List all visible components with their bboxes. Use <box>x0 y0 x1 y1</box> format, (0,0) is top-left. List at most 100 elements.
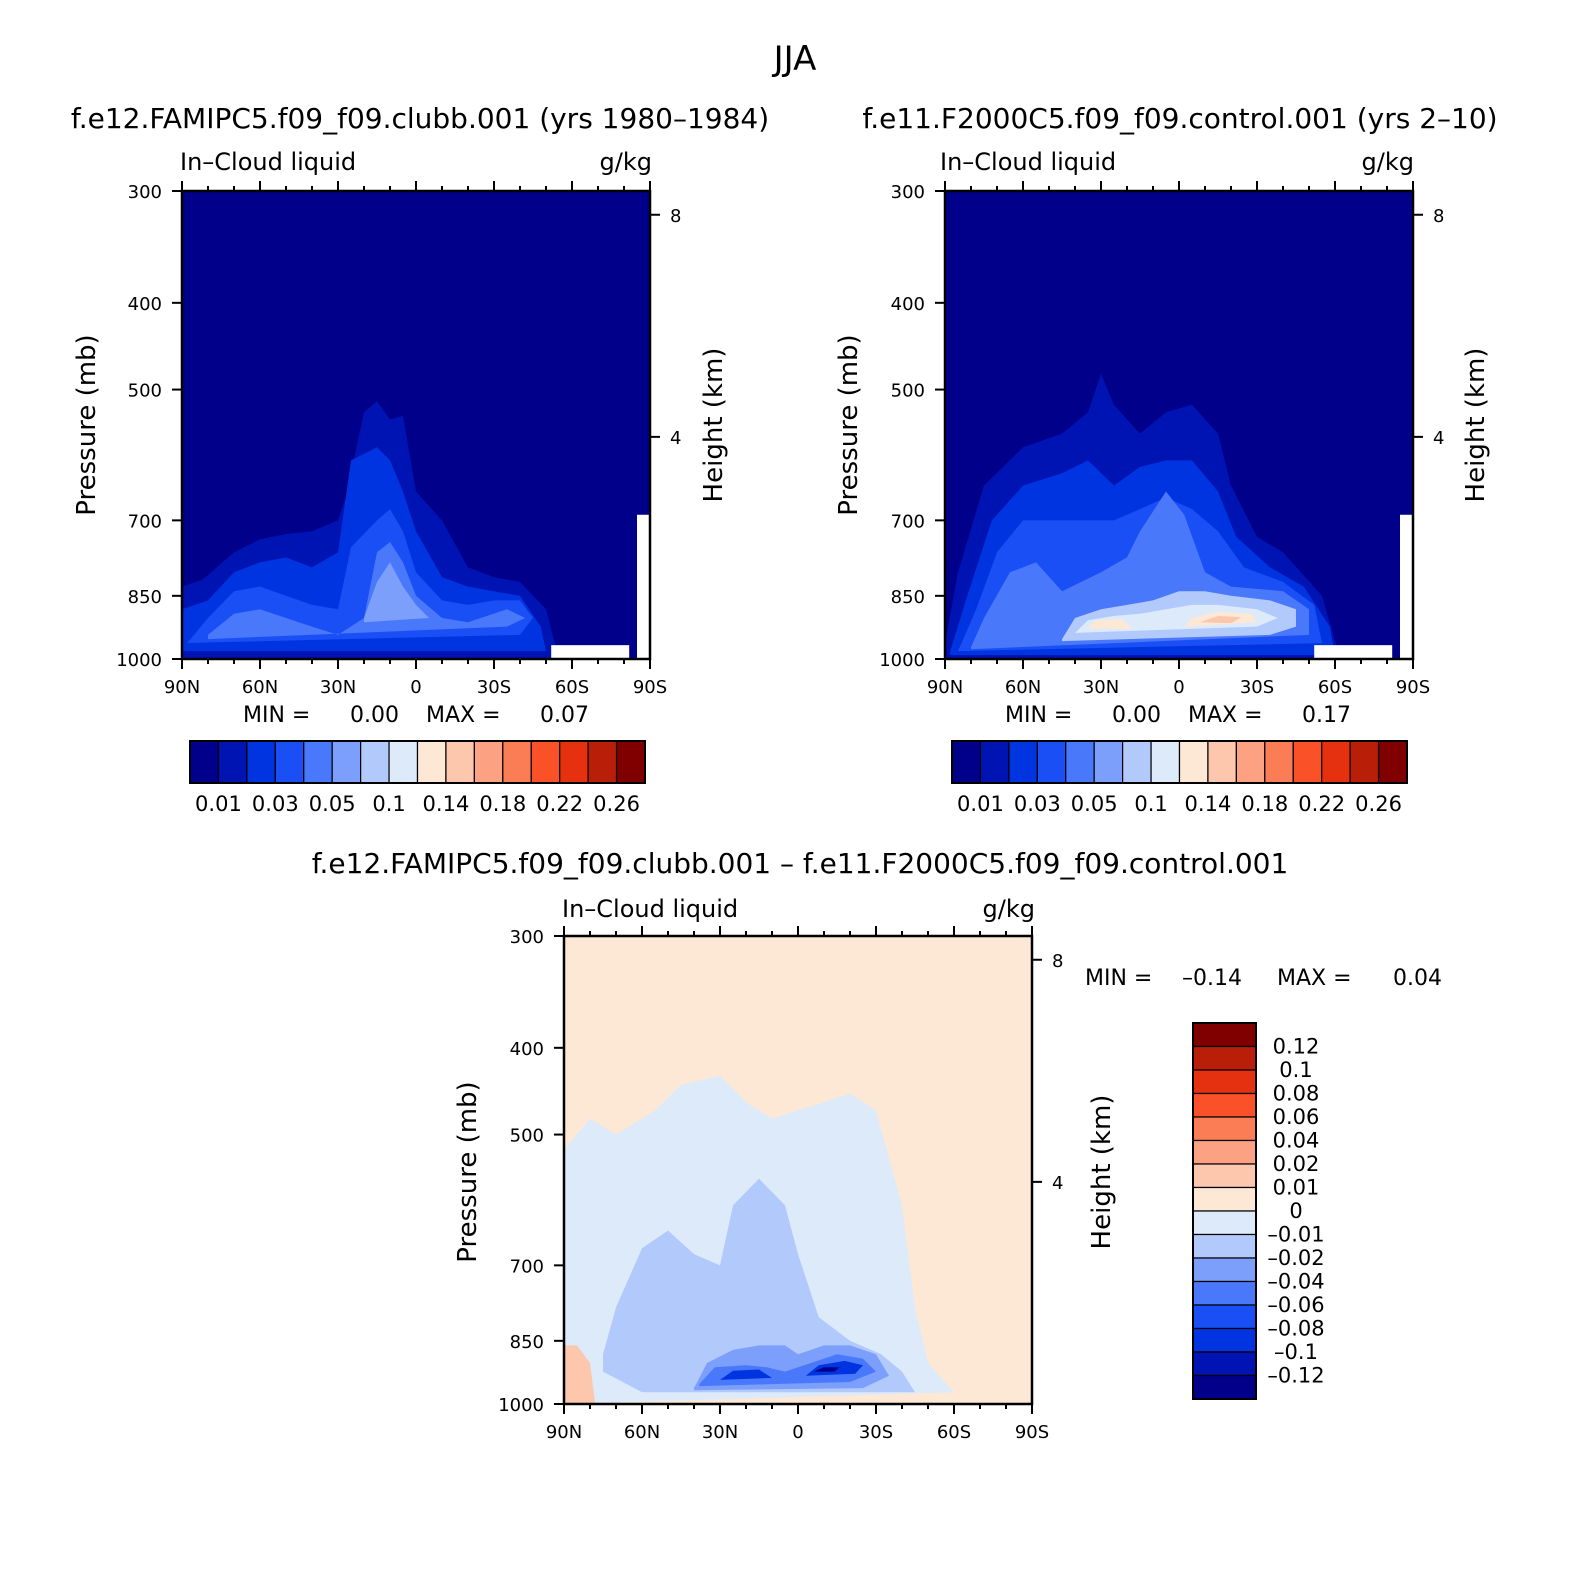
colorbar-label: 0.03 <box>1014 792 1061 816</box>
colorbar-box <box>951 740 982 784</box>
x-tick-label: 60N <box>624 1422 660 1443</box>
colorbar-box <box>1008 740 1038 784</box>
x-tick-label: 60S <box>937 1422 971 1443</box>
units-label: g/kg <box>600 148 652 176</box>
colorbar-box <box>1122 740 1152 784</box>
x-tick-label: 0 <box>1173 677 1184 698</box>
figure-title: JJA <box>772 39 817 79</box>
units-label: g/kg <box>983 895 1035 923</box>
colorbar-box <box>530 740 561 784</box>
colorbar-box <box>217 740 248 784</box>
y-tick-label: 1000 <box>498 1395 544 1416</box>
y-tick-label: 400 <box>891 294 925 315</box>
colorbar-box <box>1178 740 1209 784</box>
max-value: 0.07 <box>540 703 589 728</box>
y-tick-label: 300 <box>128 182 162 203</box>
colorbar-box <box>445 740 475 784</box>
colorbar-box <box>189 740 220 784</box>
panel-title: f.e12.FAMIPC5.f09_f09.clubb.001 – f.e11.… <box>312 847 1289 880</box>
colorbar-label: 0.01 <box>195 792 242 816</box>
colorbar-box <box>615 740 646 784</box>
colorbar-label: 0.1 <box>1134 792 1167 816</box>
x-tick-label: 90S <box>1396 677 1430 698</box>
colorbar-box <box>1036 740 1067 784</box>
colorbar-label: –0.02 <box>1267 1246 1324 1270</box>
y-axis-label: Pressure (mb) <box>834 334 864 515</box>
contour-region <box>364 562 429 623</box>
y-tick-label: 500 <box>891 381 925 402</box>
contour-region <box>720 1369 772 1380</box>
y-tick-label: 300 <box>891 182 925 203</box>
colorbar-box <box>1192 1233 1257 1259</box>
y-tick-label: 700 <box>128 511 162 532</box>
colorbar-box <box>1192 1327 1257 1353</box>
colorbar-frame <box>189 740 646 784</box>
missing-data <box>637 514 650 659</box>
colorbar-box <box>1065 740 1095 784</box>
colorbar: 0.01 0.03 0.05 0.1 0.14 0.18 0.22 0.26 <box>951 740 1408 816</box>
colorbar-label: –0.04 <box>1267 1270 1324 1294</box>
colorbar-label: 0.04 <box>1273 1129 1320 1153</box>
min-label: MIN = <box>243 703 310 728</box>
max-label: MAX = <box>426 703 501 728</box>
contour-region <box>1199 615 1242 624</box>
contour-region <box>182 509 533 644</box>
colorbar-label: 0.18 <box>479 792 526 816</box>
contour-region <box>564 1345 596 1404</box>
contour-region <box>813 1367 840 1372</box>
colorbar-label: 0.03 <box>252 792 299 816</box>
colorbar-box <box>1192 1092 1257 1118</box>
min-value: 0.00 <box>350 703 399 728</box>
x-tick-label: 30S <box>477 677 511 698</box>
colorbar-label: 0.02 <box>1273 1152 1320 1176</box>
panel-control: f.e11.F2000C5.f09_f09.control.001 (yrs 2… <box>834 102 1498 816</box>
y-tick-label: 850 <box>510 1332 544 1353</box>
colorbar-label: 0.22 <box>536 792 583 816</box>
variable-label: In–Cloud liquid <box>940 148 1116 176</box>
x-tick-label: 90N <box>927 677 963 698</box>
colorbar-label: 0.18 <box>1241 792 1288 816</box>
colorbar-box <box>559 740 589 784</box>
colorbar-box <box>1192 1116 1257 1142</box>
colorbar-box <box>1192 1022 1257 1048</box>
colorbar-box <box>1321 740 1351 784</box>
colorbar-label: 0.22 <box>1298 792 1345 816</box>
y-tick-label: 500 <box>128 381 162 402</box>
panel-title: f.e11.F2000C5.f09_f09.control.001 (yrs 2… <box>862 102 1497 135</box>
x-tick-label: 30S <box>859 1422 893 1443</box>
colorbar-box <box>1150 740 1181 784</box>
colorbar-label: 0.26 <box>593 792 640 816</box>
contour-region <box>1088 618 1133 629</box>
colorbar-box <box>1207 740 1237 784</box>
max-value: 0.17 <box>1302 703 1351 728</box>
y-tick-label: 1000 <box>116 650 162 671</box>
x-tick-label: 60S <box>1318 677 1352 698</box>
colorbar-box <box>1192 1163 1257 1189</box>
units-label: g/kg <box>1362 148 1414 176</box>
missing-data <box>1314 645 1393 659</box>
colorbar-box <box>416 740 447 784</box>
min-label: MIN = <box>1005 703 1072 728</box>
x-tick-label: 60N <box>242 677 278 698</box>
colorbar-box <box>388 740 419 784</box>
x-tick-label: 30N <box>702 1422 738 1443</box>
colorbar-frame <box>1192 1022 1257 1400</box>
x-tick-label: 90N <box>546 1422 582 1443</box>
x-tick-label: 30N <box>320 677 356 698</box>
panel-difference: f.e12.FAMIPC5.f09_f09.clubb.001 – f.e11.… <box>312 847 1442 1443</box>
colorbar-box <box>274 740 305 784</box>
max-label: MAX = <box>1277 966 1352 991</box>
colorbar-box <box>1192 1210 1257 1236</box>
y2-tick-label: 8 <box>1052 951 1063 972</box>
variable-label: In–Cloud liquid <box>562 895 738 923</box>
colorbar-label: 0.06 <box>1273 1105 1320 1129</box>
colorbar-box <box>1192 1304 1257 1330</box>
x-tick-label: 60S <box>555 677 589 698</box>
colorbar-label: 0.26 <box>1355 792 1402 816</box>
colorbar-label: –0.06 <box>1267 1293 1324 1317</box>
min-value: 0.00 <box>1112 703 1161 728</box>
contour-plot: 90N 60N 30N 0 30S 60S 90S 300 400 500 700 850 1000 8 4 <box>498 926 1063 1443</box>
min-label: MIN = <box>1085 966 1152 991</box>
colorbar-box <box>1349 740 1380 784</box>
